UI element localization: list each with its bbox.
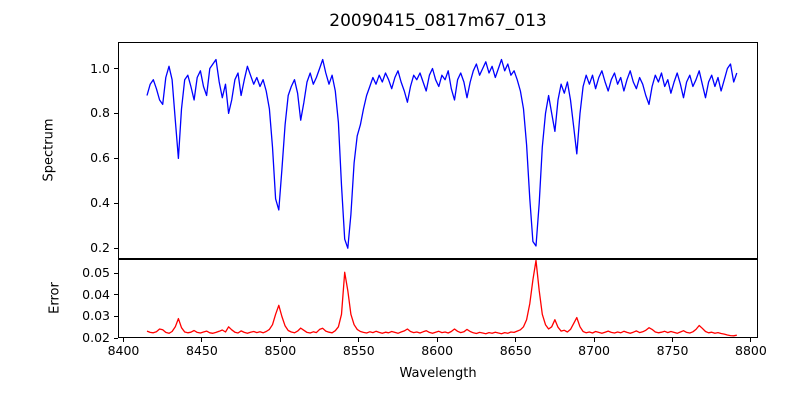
y-tick-mark xyxy=(114,337,118,339)
x-tick-label: 8600 xyxy=(421,343,454,358)
x-tick-mark xyxy=(515,338,517,342)
x-tick-label: 8800 xyxy=(735,343,767,358)
x-tick-label: 8400 xyxy=(107,343,140,358)
error-plot-area xyxy=(118,259,758,338)
x-tick-mark xyxy=(672,338,673,342)
y-tick-mark xyxy=(114,202,118,204)
x-tick-mark xyxy=(122,338,124,342)
y-tick-mark xyxy=(114,157,118,159)
error-y-axis-label: Error xyxy=(47,282,63,314)
y-tick-label: 1.0 xyxy=(90,60,110,76)
x-tick-mark xyxy=(279,338,281,342)
x-tick-label: 8450 xyxy=(186,343,218,358)
x-axis-label: Wavelength xyxy=(399,366,477,381)
spectrum-y-axis-label: Spectrum xyxy=(41,118,57,182)
y-tick-mark xyxy=(114,272,118,274)
x-tick-label: 8500 xyxy=(264,343,297,358)
y-tick-mark xyxy=(114,247,118,249)
y-tick-mark xyxy=(114,112,118,114)
error-line xyxy=(146,259,737,337)
error-axes-frame xyxy=(118,259,758,338)
y-tick-label: 0.03 xyxy=(82,308,110,324)
y-tick-label: 0.04 xyxy=(82,286,110,302)
y-tick-label: 0.6 xyxy=(90,150,110,166)
x-tick-mark xyxy=(201,338,203,342)
x-tick-mark xyxy=(358,338,360,342)
spectrum-plot-area xyxy=(118,42,758,259)
x-tick-label: 8700 xyxy=(578,343,610,358)
x-tick-label: 8750 xyxy=(656,343,689,358)
x-tick-label: 8550 xyxy=(342,343,375,358)
y-tick-label: 0.4 xyxy=(90,195,110,211)
y-tick-mark xyxy=(114,315,118,317)
x-tick-mark xyxy=(593,338,595,342)
spectrum-line xyxy=(146,58,738,249)
y-tick-mark xyxy=(114,68,118,69)
x-tick-mark xyxy=(750,338,752,342)
spectrum-axes-frame xyxy=(118,42,758,259)
y-tick-label: 0.2 xyxy=(90,240,110,256)
y-tick-label: 0.02 xyxy=(82,330,110,345)
figure-title: 20090415_0817m67_013 xyxy=(329,11,547,31)
y-tick-label: 0.05 xyxy=(82,265,110,281)
y-tick-label: 0.8 xyxy=(90,105,110,121)
x-tick-mark xyxy=(436,338,438,342)
x-tick-label: 8650 xyxy=(499,343,532,358)
y-tick-mark xyxy=(114,294,118,296)
